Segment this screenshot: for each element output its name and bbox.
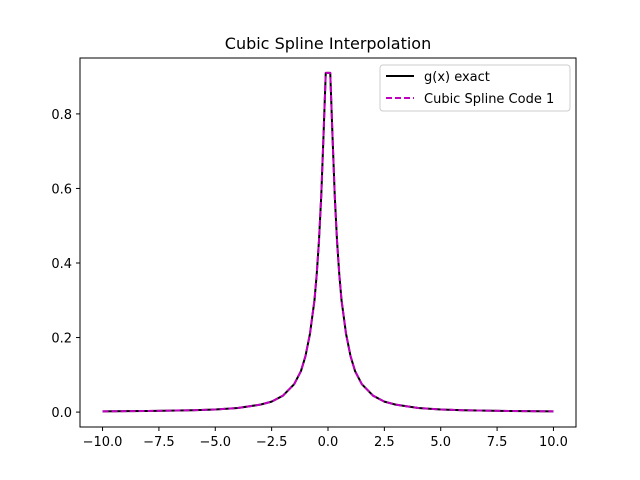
x-tick-label: −5.0 [199,435,231,450]
y-tick-label: 0.4 [51,257,72,272]
legend-label-g-exact: g(x) exact [424,70,490,85]
legend-box [379,64,571,112]
x-tick-label: −10.0 [83,435,123,450]
legend-label-cubic-spline: Cubic Spline Code 1 [424,92,554,107]
x-tick-label: 5.0 [430,435,451,450]
x-tick-label: 2.5 [374,435,395,450]
x-axis: −10.0 −7.5 −5.0 −2.5 0.0 2.5 5.0 7.5 10.0 [83,427,568,450]
y-tick-label: 0.0 [51,406,72,421]
y-tick-label: 0.8 [51,108,72,123]
y-axis: 0.0 0.2 0.4 0.6 0.8 [51,108,80,421]
chart-title: Cubic Spline Interpolation [225,34,431,53]
x-tick-label: −2.5 [256,435,288,450]
series-line-cubic-spline [102,71,554,413]
x-tick-label: 0.0 [318,435,339,450]
x-tick-label: 10.0 [539,435,568,450]
x-tick-label: −7.5 [143,435,175,450]
y-tick-label: 0.6 [51,182,72,197]
series-layer [102,71,554,413]
plot-area-background [80,58,576,427]
y-tick-label: 0.2 [51,332,72,347]
x-tick-label: 7.5 [487,435,508,450]
legend: g(x) exact Cubic Spline Code 1 [379,64,571,112]
